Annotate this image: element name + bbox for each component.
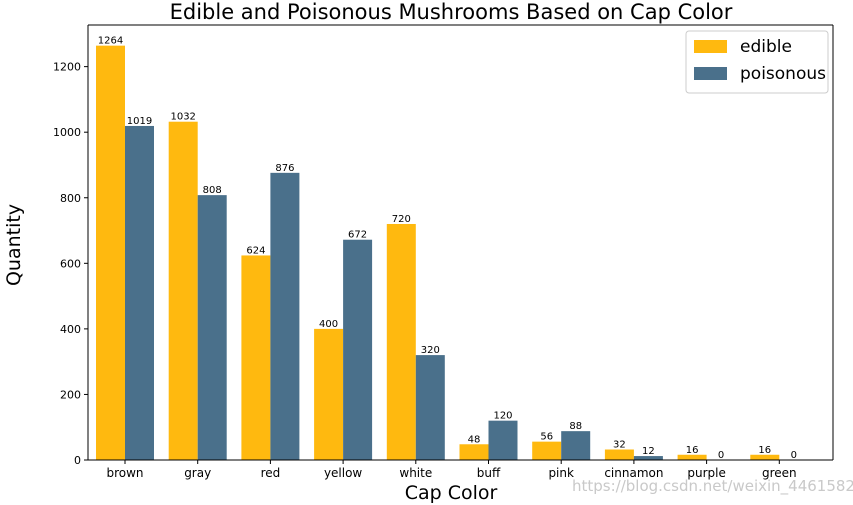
bar-edible-purple [677, 454, 707, 460]
data-label-poisonous-buff: 120 [493, 411, 512, 422]
bar-poisonous-brown [125, 125, 154, 460]
data-label-edible-brown: 1264 [98, 36, 123, 47]
bar-edible-red [241, 255, 271, 460]
data-label-edible-white: 720 [392, 214, 411, 225]
y-tick-label: 200 [60, 388, 81, 401]
data-label-poisonous-gray: 808 [203, 185, 222, 196]
bar-poisonous-pink [561, 431, 591, 460]
x-tick-label-gray: gray [184, 466, 211, 480]
legend-swatch-poisonous [694, 67, 727, 80]
y-tick-label: 800 [60, 192, 81, 205]
x-tick-label-red: red [261, 466, 281, 480]
x-tick-label-white: white [399, 466, 432, 480]
data-label-poisonous-green: 0 [791, 450, 797, 461]
x-axis-title: Cap Color [405, 482, 498, 504]
data-label-edible-purple: 16 [686, 445, 699, 456]
bar-poisonous-buff [488, 420, 518, 460]
legend-label-poisonous: poisonous [740, 64, 826, 84]
bar-edible-cinnamon [604, 449, 634, 460]
bar-edible-pink [532, 441, 562, 460]
legend: edible poisonous [685, 30, 829, 94]
y-tick-label: 1000 [53, 126, 81, 139]
x-tick-label-pink: pink [548, 466, 574, 480]
data-label-poisonous-purple: 0 [718, 450, 724, 461]
data-label-edible-cinnamon: 32 [613, 440, 626, 451]
bar-edible-gray [168, 121, 198, 460]
data-label-poisonous-yellow: 672 [348, 230, 367, 241]
data-label-poisonous-pink: 88 [569, 421, 582, 432]
data-label-edible-buff: 48 [468, 434, 481, 445]
y-tick-label: 0 [74, 454, 81, 467]
data-label-edible-pink: 56 [540, 432, 553, 443]
bar-edible-buff [459, 444, 489, 460]
plot-area: 1264 1032 624 400 720 48 56 32 16 16 1019 808 876 672… [53, 24, 834, 480]
data-label-poisonous-red: 876 [275, 163, 294, 174]
bar-edible-brown [96, 45, 125, 460]
bar-poisonous-yellow [343, 239, 373, 460]
legend-swatch-edible [694, 40, 727, 53]
data-label-edible-gray: 1032 [170, 112, 195, 123]
y-tick-label: 1200 [53, 61, 81, 74]
bar-edible-green [750, 454, 780, 460]
legend-label-edible: edible [740, 37, 792, 57]
y-tick-label: 400 [60, 323, 81, 336]
x-tick-label-buff: buff [477, 466, 501, 480]
bar-poisonous-white [415, 355, 445, 460]
data-label-poisonous-cinnamon: 12 [642, 446, 655, 457]
bar-poisonous-gray [197, 195, 227, 460]
data-label-edible-green: 16 [758, 445, 771, 456]
bar-edible-white [386, 223, 416, 460]
data-label-poisonous-white: 320 [421, 345, 440, 356]
y-tick-label: 600 [60, 257, 81, 270]
data-label-edible-yellow: 400 [319, 319, 338, 330]
watermark-text: https://blog.csdn.net/weixin_44615820 [572, 477, 853, 495]
data-label-poisonous-brown: 1019 [127, 116, 152, 127]
chart-title: Edible and Poisonous Mushrooms Based on … [170, 0, 733, 24]
x-tick-label-brown: brown [106, 466, 143, 480]
bar-poisonous-red [270, 172, 300, 460]
x-tick-label-purple: purple [687, 466, 726, 480]
x-tick-label-cinnamon: cinnamon [604, 466, 663, 480]
bar-edible-yellow [314, 328, 344, 460]
x-tick-label-yellow: yellow [324, 466, 362, 480]
bar-poisonous-cinnamon [633, 456, 663, 460]
data-label-edible-red: 624 [246, 245, 265, 256]
y-axis-title: Quantity [3, 204, 25, 286]
x-tick-label-green: green [762, 466, 797, 480]
